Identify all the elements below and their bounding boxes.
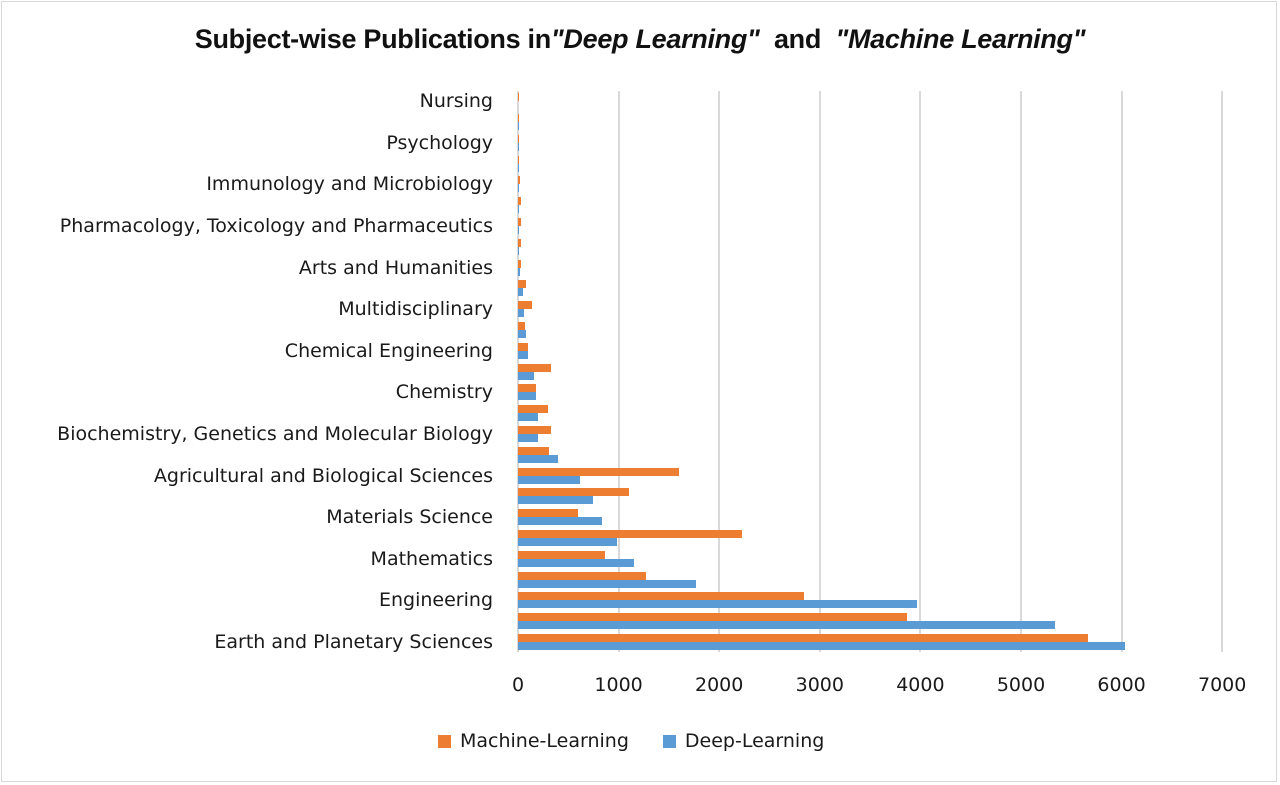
x-tick-label: 5000	[996, 674, 1046, 696]
legend-swatch-machine-learning	[438, 734, 451, 748]
category-label: Chemical Engineering	[284, 339, 493, 362]
legend-swatch-deep-learning	[662, 734, 676, 748]
x-tick-label: 7000	[1198, 674, 1247, 696]
x-tick-label: 6000	[1097, 674, 1146, 696]
bar-machine-learning	[518, 342, 529, 351]
bar-deep-learning	[518, 579, 697, 588]
bar-deep-learning	[518, 621, 1055, 630]
x-tick-label: 0	[511, 674, 525, 696]
gridline	[1221, 91, 1224, 652]
bar-deep-learning	[518, 413, 538, 422]
bar-machine-learning	[518, 259, 521, 268]
bar-deep-learning	[518, 434, 539, 442]
gridline	[718, 91, 721, 652]
legend-item-deep-learning: Deep-Learning	[662, 730, 825, 752]
bar-machine-learning	[518, 446, 550, 455]
bar-machine-learning	[518, 176, 520, 185]
bar-machine-learning	[518, 613, 908, 622]
category-label: Arts and Humanities	[298, 256, 493, 279]
bar-deep-learning	[518, 517, 602, 526]
x-tick-label: 1000	[594, 674, 643, 696]
x-tick-label: 2000	[695, 674, 744, 696]
bar-deep-learning	[518, 350, 529, 359]
bar-machine-learning	[518, 197, 521, 206]
bar-deep-learning	[518, 454, 559, 463]
bar-deep-learning	[518, 371, 535, 380]
title-middle: and	[759, 24, 836, 54]
category-label: Chemistry	[395, 381, 493, 404]
bar-machine-learning	[518, 426, 552, 434]
bar-deep-learning	[518, 246, 519, 255]
bar-deep-learning	[518, 600, 917, 609]
chart-title: Subject-wise Publications in"Deep Learni…	[0, 24, 1280, 55]
bar-machine-learning	[518, 218, 522, 226]
title-term-machine-learning: "Machine Learning"	[835, 24, 1086, 54]
gridline	[617, 91, 620, 652]
bar-deep-learning	[518, 642, 1126, 650]
bar-machine-learning	[518, 592, 804, 601]
category-label: Mathematics	[370, 547, 493, 570]
bar-deep-learning	[518, 309, 525, 318]
category-label: Multidisciplinary	[338, 298, 493, 321]
bar-deep-learning	[518, 538, 618, 546]
bar-deep-learning	[518, 205, 519, 214]
bar-deep-learning	[518, 330, 527, 338]
category-label: Engineering	[379, 589, 493, 612]
bar-machine-learning	[518, 509, 579, 518]
x-tick-label: 4000	[896, 674, 945, 696]
bar-machine-learning	[518, 571, 646, 580]
gridline	[919, 91, 922, 652]
category-label: Pharmacology, Toxicology and Pharmaceuti…	[59, 215, 493, 237]
bar-machine-learning	[518, 363, 552, 372]
bar-machine-learning	[518, 301, 533, 310]
category-label: Biochemistry, Genetics and Molecular Bio…	[57, 423, 493, 445]
category-label: Materials Science	[326, 506, 493, 529]
category-label: Psychology	[386, 131, 493, 154]
bar-machine-learning	[518, 384, 537, 393]
bar-deep-learning	[518, 475, 580, 484]
bar-machine-learning	[518, 280, 527, 289]
legend-label-machine-learning: Machine-Learning	[460, 730, 629, 752]
category-label: Agricultural and Biological Sciences	[153, 464, 493, 487]
bar-machine-learning	[518, 238, 522, 247]
bar-machine-learning	[518, 550, 606, 559]
bar-deep-learning	[518, 288, 524, 297]
title-prefix: Subject-wise Publications in	[194, 24, 551, 54]
gridline	[1020, 91, 1022, 652]
bar-deep-learning	[518, 558, 635, 567]
bar-machine-learning	[518, 405, 549, 414]
category-label: Earth and Planetary Sciences	[214, 631, 493, 653]
bar-deep-learning	[518, 267, 520, 276]
bar-machine-learning	[518, 530, 743, 538]
bar-deep-learning	[518, 496, 593, 505]
legend-label-deep-learning: Deep-Learning	[684, 730, 825, 752]
bar-machine-learning	[518, 322, 526, 330]
bar-deep-learning	[518, 392, 536, 401]
bar-machine-learning	[518, 155, 519, 164]
gridline	[818, 91, 821, 652]
legend: Machine-Learning Deep-Learning	[438, 730, 858, 752]
bar-machine-learning	[518, 488, 629, 497]
legend-item-machine-learning: Machine-Learning	[438, 730, 629, 752]
title-term-deep-learning: "Deep Learning"	[550, 24, 760, 54]
gridline	[1120, 91, 1123, 652]
category-label: Nursing	[419, 90, 493, 113]
bar-deep-learning	[518, 226, 519, 234]
x-tick-label: 3000	[795, 674, 844, 696]
category-label: Immunology and Microbiology	[206, 173, 493, 196]
bar-machine-learning	[518, 634, 1089, 642]
bar-machine-learning	[518, 467, 679, 476]
